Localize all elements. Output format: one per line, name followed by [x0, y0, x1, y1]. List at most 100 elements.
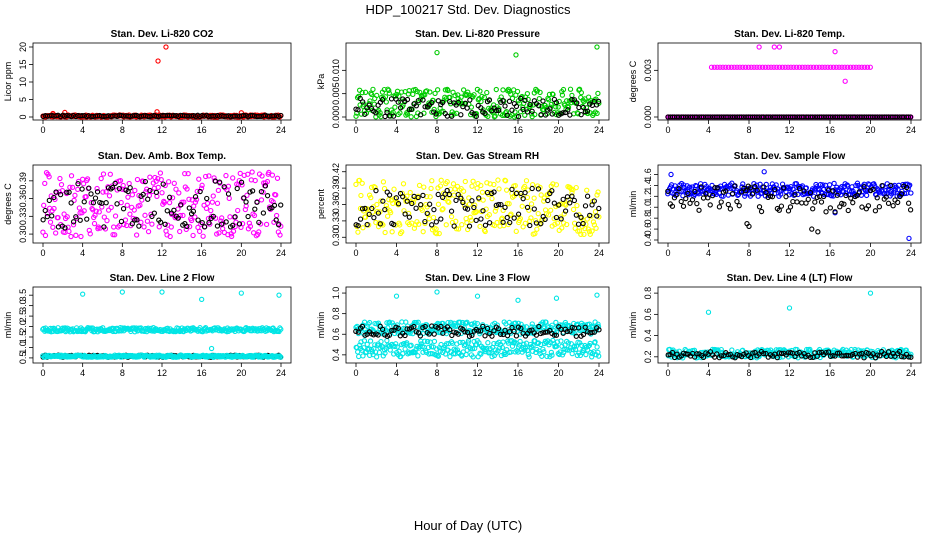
reference-point [491, 189, 497, 195]
data-point [859, 64, 865, 70]
data-point [526, 207, 532, 213]
reference-point [236, 221, 243, 227]
data-point [825, 64, 831, 70]
reference-point [758, 208, 765, 215]
reference-point [504, 332, 511, 339]
data-point [485, 340, 491, 346]
plot-frame [32, 286, 292, 364]
data-point [819, 64, 825, 70]
data-point [856, 64, 862, 70]
reference-point [676, 186, 682, 192]
x-tick-label: 8 [120, 248, 125, 258]
x-tick-label: 8 [434, 368, 439, 378]
data-point [447, 353, 453, 360]
reference-point [905, 114, 911, 120]
data-point [353, 113, 359, 119]
data-point [75, 178, 82, 185]
data-point [47, 205, 53, 211]
data-point [478, 182, 484, 189]
data-point [813, 64, 820, 70]
data-point [252, 177, 258, 184]
data-point [140, 178, 146, 185]
reference-point [455, 99, 461, 106]
data-point [71, 197, 77, 204]
data-point [386, 319, 393, 325]
reference-point [560, 110, 566, 116]
data-point [590, 219, 597, 225]
reference-point [596, 327, 602, 333]
y-tick-label: 1.2 [643, 190, 653, 203]
reference-point [418, 202, 424, 208]
data-point [359, 89, 365, 96]
reference-point [391, 221, 397, 228]
data-point [108, 204, 114, 211]
data-point [127, 211, 133, 217]
data-point [420, 229, 426, 235]
reference-point [498, 201, 504, 208]
data-point [382, 229, 388, 236]
data-point [358, 192, 364, 199]
reference-point [885, 200, 892, 206]
reference-point [384, 109, 390, 115]
reference-point [883, 194, 889, 200]
reference-point [153, 189, 160, 196]
y-tick-label: 0.005 [331, 82, 341, 105]
data-point [433, 226, 439, 232]
outlier-point [832, 49, 838, 55]
data-point [594, 344, 600, 350]
reference-point [665, 188, 671, 194]
data-point [384, 337, 390, 344]
data-point [432, 90, 438, 97]
reference-point [560, 330, 566, 336]
x-tick-label: 4 [706, 248, 711, 258]
y-tick-label: 0.8 [331, 307, 341, 320]
x-tick-label: 12 [472, 248, 482, 258]
data-point [470, 178, 476, 184]
outlier-point [474, 293, 481, 299]
reference-point [94, 189, 101, 195]
data-point [183, 226, 189, 232]
plot-frame [32, 42, 292, 121]
data-point [559, 92, 566, 98]
reference-point [575, 325, 582, 331]
data-point [124, 202, 130, 208]
reference-point [888, 182, 894, 189]
reference-point [509, 324, 515, 331]
reference-point [705, 195, 711, 201]
reference-point [549, 188, 555, 194]
reference-point [754, 187, 760, 193]
data-point [559, 225, 565, 231]
data-point [480, 197, 486, 203]
data-point [500, 339, 506, 345]
data-point [708, 64, 715, 70]
reference-point [707, 202, 713, 208]
data-point [428, 185, 434, 192]
reference-point [575, 221, 582, 227]
data-point [839, 64, 845, 70]
x-tick-label: 12 [784, 368, 794, 378]
data-point [386, 87, 392, 93]
data-point [464, 91, 470, 98]
reference-point [796, 349, 802, 356]
reference-point [225, 191, 232, 197]
reference-point [424, 210, 430, 217]
data-point [83, 194, 89, 200]
reference-point [578, 214, 584, 220]
data-point [424, 338, 431, 345]
x-tick-label: 16 [197, 125, 207, 135]
reference-point [861, 355, 867, 361]
reference-point [801, 188, 807, 194]
x-tick-label: 16 [197, 368, 207, 378]
data-point [892, 187, 898, 193]
data-point [468, 217, 475, 223]
reference-point [809, 114, 816, 120]
reference-point [440, 99, 446, 106]
data-point [78, 325, 84, 331]
reference-point [79, 186, 85, 192]
reference-point [736, 203, 742, 209]
outlier-point [842, 78, 848, 84]
data-point [188, 217, 195, 224]
outlier-point [815, 229, 821, 235]
reference-point [53, 189, 59, 195]
data-point [437, 183, 444, 189]
